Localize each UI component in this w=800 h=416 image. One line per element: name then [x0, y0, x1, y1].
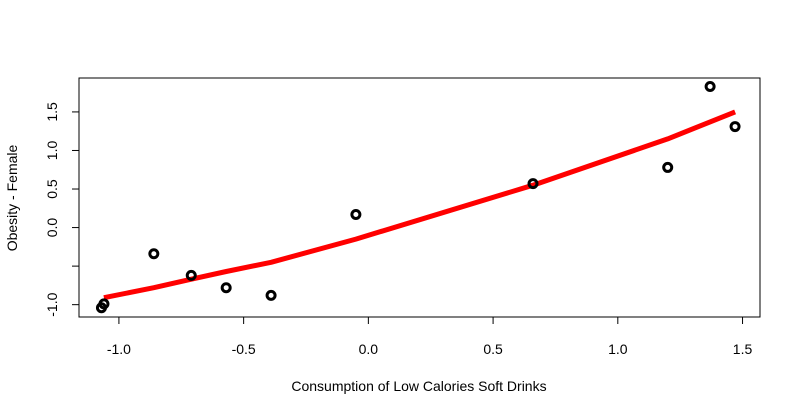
y-axis-label: Obesity - Female [4, 144, 20, 251]
x-tick-label: -1.0 [107, 341, 131, 357]
data-point [350, 208, 362, 220]
y-tick-label: -1.0 [44, 292, 60, 316]
x-tick-label: 1.0 [608, 341, 628, 357]
x-axis: -1.0 -0.5 0.0 0.5 1.0 1.5 [107, 316, 753, 357]
data-point [662, 161, 674, 173]
x-tick-label: -0.5 [232, 341, 256, 357]
fit-line [103, 109, 737, 301]
y-tick-label: 1.0 [44, 141, 60, 161]
x-tick-label: 1.5 [733, 341, 753, 357]
x-tick-label: 0.0 [359, 341, 379, 357]
x-axis-label: Consumption of Low Calories Soft Drinks [291, 378, 546, 394]
fit-line-layer [103, 109, 737, 301]
data-point [704, 80, 716, 92]
data-point [729, 121, 741, 133]
data-point [98, 298, 110, 310]
points-layer [95, 80, 741, 314]
data-point [527, 178, 539, 190]
y-tick-label: 1.5 [44, 102, 60, 122]
y-tick-label: 0.0 [44, 218, 60, 238]
y-axis: -1.0 0.0 0.5 1.0 1.5 [44, 102, 80, 317]
y-tick-label: 0.5 [44, 179, 60, 199]
x-tick-label: 0.5 [483, 341, 503, 357]
data-point [148, 248, 160, 260]
data-point [265, 289, 277, 301]
data-point [220, 282, 232, 294]
data-point [185, 269, 197, 281]
